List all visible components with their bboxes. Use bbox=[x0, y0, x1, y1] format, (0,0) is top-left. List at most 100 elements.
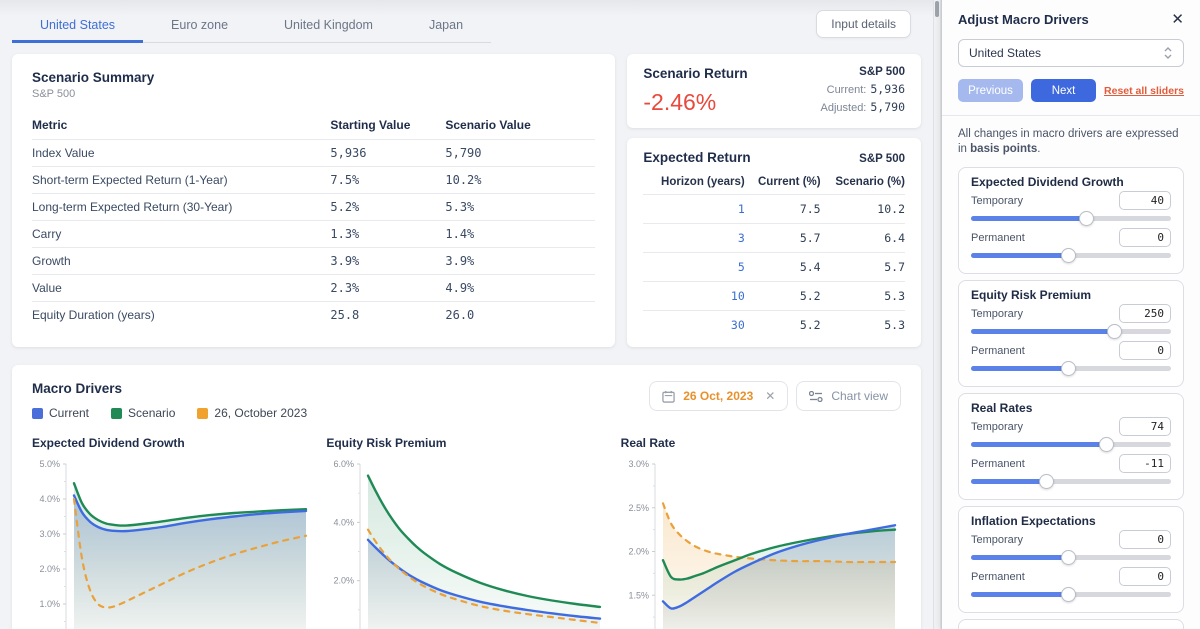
expected-value: 5.7 bbox=[884, 260, 905, 274]
date-filter-value: 26 Oct, 2023 bbox=[683, 389, 754, 403]
series-line-current bbox=[72, 494, 308, 533]
svg-text:5.0%: 5.0% bbox=[39, 459, 60, 469]
series-line-scenario bbox=[72, 482, 308, 527]
slider-value-input[interactable] bbox=[1119, 454, 1171, 474]
slider-group-title: Real Rates bbox=[971, 400, 1033, 415]
slider-thumb[interactable] bbox=[1107, 323, 1122, 339]
slider-value-input[interactable] bbox=[1119, 191, 1171, 211]
slider-value-input[interactable] bbox=[1119, 567, 1171, 587]
reset-all-sliders-link[interactable]: Reset all sliders bbox=[1104, 84, 1184, 97]
slider-track[interactable] bbox=[971, 586, 1171, 602]
summary-col-header: Scenario Value bbox=[445, 118, 531, 132]
scenario-summary-card: Scenario Summary S&P 500 Metric Starting … bbox=[12, 54, 616, 347]
close-icon[interactable]: ✕ bbox=[1171, 11, 1184, 28]
expected-value: 5 bbox=[737, 260, 745, 274]
expected-cell: 5.2 bbox=[744, 281, 821, 311]
slider-thumb[interactable] bbox=[1061, 360, 1076, 376]
expected-col-header: Current (%) bbox=[757, 176, 821, 188]
scenario-summary-subtitle: S&P 500 bbox=[32, 88, 76, 100]
date-filter-chip[interactable]: 26 Oct, 2023 ✕ bbox=[649, 381, 789, 411]
clear-date-icon[interactable]: ✕ bbox=[765, 389, 776, 403]
expected-cell: 5.3 bbox=[820, 281, 905, 311]
table-row: Carry 1.3% 1.4% bbox=[32, 220, 596, 248]
previous-button[interactable]: Previous bbox=[958, 79, 1024, 102]
slider-thumb[interactable] bbox=[1061, 549, 1076, 565]
expected-cell: 5.3 bbox=[820, 310, 905, 339]
slider-track[interactable] bbox=[971, 473, 1171, 489]
slider-track[interactable] bbox=[971, 360, 1171, 376]
slider-thumb[interactable] bbox=[1061, 247, 1076, 263]
tab-japan[interactable]: Japan bbox=[428, 18, 464, 32]
macro-slider-group: Term PremiumPermanent bbox=[958, 618, 1184, 629]
scenario-return-title: Scenario Return bbox=[643, 66, 748, 81]
table-row: 10 5.2 5.3 bbox=[643, 281, 905, 311]
expected-value: 30 bbox=[730, 318, 745, 332]
slider-track[interactable] bbox=[971, 247, 1171, 263]
table-row: 3 5.7 6.4 bbox=[643, 223, 905, 253]
slider-track[interactable] bbox=[971, 436, 1171, 452]
summary-cell: 26.0 bbox=[445, 301, 596, 328]
legend-item: Scenario bbox=[111, 406, 175, 420]
tab-united-states[interactable]: United States bbox=[12, 12, 144, 43]
slider-value-input[interactable] bbox=[1119, 417, 1171, 437]
chart-view-button[interactable]: Chart view bbox=[796, 381, 901, 411]
summary-col-header: Metric bbox=[32, 118, 68, 132]
slider-label-row: Temporary bbox=[971, 417, 1171, 437]
next-button[interactable]: Next bbox=[1031, 79, 1097, 102]
svg-text:2.5%: 2.5% bbox=[628, 503, 649, 513]
summary-cell: 5.2% bbox=[330, 193, 446, 221]
expected-col-header: Scenario (%) bbox=[835, 176, 905, 188]
tab-united-kingdom[interactable]: United Kingdom bbox=[284, 18, 373, 32]
chevron-up-down-icon bbox=[1164, 47, 1172, 59]
adjust-macro-drivers-panel: Adjust Macro Drivers ✕ United States Pre… bbox=[941, 0, 1200, 629]
index-label: S&P 500 bbox=[859, 66, 905, 78]
summary-cell: Index Value bbox=[32, 139, 331, 167]
region-select[interactable]: United States bbox=[958, 39, 1184, 67]
slider-label: Permanent bbox=[971, 457, 1025, 470]
slider-value-input[interactable] bbox=[1119, 530, 1171, 550]
expected-value: 1 bbox=[737, 202, 745, 216]
table-row: Index Value 5,936 5,790 bbox=[32, 139, 596, 167]
slider-label: Temporary bbox=[971, 420, 1023, 433]
summary-cell: 10.2% bbox=[445, 166, 596, 194]
table-row: Growth 3.9% 3.9% bbox=[32, 247, 596, 275]
slider-track[interactable] bbox=[971, 323, 1171, 339]
slider-label-row: Permanent bbox=[971, 567, 1171, 587]
slider-value-input[interactable] bbox=[1119, 228, 1171, 248]
divider bbox=[942, 115, 1200, 116]
input-details-button[interactable]: Input details bbox=[816, 10, 911, 38]
slider-fill bbox=[971, 478, 1047, 484]
expected-value: 3 bbox=[737, 231, 745, 245]
expected-return-card: Expected Return S&P 500 Horizon (years) C… bbox=[627, 138, 921, 347]
slider-track[interactable] bbox=[971, 210, 1171, 226]
tab-bar: United States Euro zone United Kingdom Japa… bbox=[12, 12, 492, 43]
summary-cell: 3.9% bbox=[330, 247, 446, 275]
svg-text:6.0%: 6.0% bbox=[334, 459, 355, 469]
legend-swatch-icon bbox=[197, 407, 209, 419]
slider-group-title: Term Premium bbox=[971, 627, 1171, 629]
slider-value-input[interactable] bbox=[1119, 304, 1171, 324]
slider-label: Permanent bbox=[971, 231, 1025, 244]
slider-track[interactable] bbox=[971, 549, 1171, 565]
svg-text:3.0%: 3.0% bbox=[39, 529, 60, 539]
expected-value: 5.7 bbox=[799, 231, 821, 245]
summary-cell: Short-term Expected Return (1-Year) bbox=[32, 166, 331, 194]
slider-thumb[interactable] bbox=[1061, 586, 1076, 602]
slider-thumb[interactable] bbox=[1079, 210, 1094, 226]
slider-thumb[interactable] bbox=[1099, 436, 1114, 452]
summary-cell: Value bbox=[32, 274, 331, 302]
calendar-icon bbox=[662, 390, 675, 403]
summary-cell: Long-term Expected Return (30-Year) bbox=[32, 193, 331, 221]
basis-points-note: All changes in macro drivers are express… bbox=[958, 128, 1179, 155]
scenario-summary-table: Metric Starting Value Scenario Value Index… bbox=[32, 112, 596, 328]
slider-value-input[interactable] bbox=[1119, 341, 1171, 361]
tab-euro-zone[interactable]: Euro zone bbox=[171, 18, 229, 32]
series-line-current bbox=[661, 524, 896, 610]
expected-value: 5.2 bbox=[799, 289, 821, 303]
main-scrollbar[interactable] bbox=[933, 0, 941, 629]
summary-row: Scenario Summary S&P 500 Metric Starting … bbox=[12, 54, 921, 347]
scrollbar-thumb[interactable] bbox=[935, 1, 939, 17]
slider-thumb[interactable] bbox=[1039, 473, 1054, 489]
slider-label-row: Permanent bbox=[971, 454, 1171, 474]
expected-col-header: Horizon (years) bbox=[661, 176, 745, 188]
